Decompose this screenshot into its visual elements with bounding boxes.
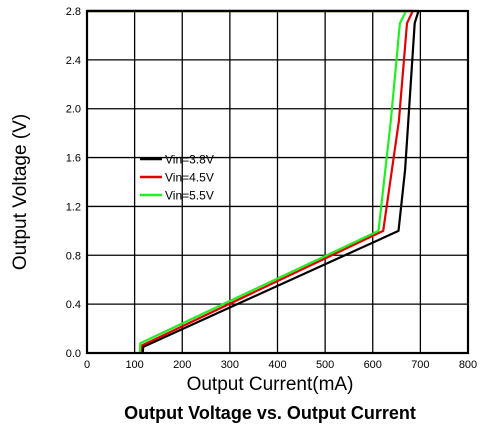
- grid: [86, 10, 469, 354]
- x-tick-label: 200: [173, 359, 191, 371]
- y-axis-label: Output Voltage (V): [10, 114, 31, 270]
- x-tick-label: 800: [459, 359, 477, 371]
- y-tick-label: 2.4: [66, 55, 81, 67]
- y-tick-label: 0.8: [66, 250, 81, 262]
- x-tick-label: 400: [268, 359, 286, 371]
- plot-frame: [85, 9, 470, 355]
- y-tick-label: 1.6: [66, 153, 81, 165]
- x-tick-label: 0: [84, 359, 90, 371]
- y-tick-labels: 0.0 0.4 0.8 1.2 1.6 2.0 2.4 2.8: [66, 6, 81, 360]
- legend-label: Vin=4.5V: [165, 171, 214, 185]
- x-tick-label: 600: [364, 359, 382, 371]
- y-tick-label: 1.2: [66, 201, 81, 213]
- x-tick-label: 300: [221, 359, 239, 371]
- series-line-2: [87, 9, 414, 354]
- x-axis-label: Output Current(mA): [187, 374, 354, 395]
- y-tick-label: 0.0: [66, 348, 81, 360]
- series-line-1: [87, 9, 420, 354]
- x-tick-label: 100: [125, 359, 143, 371]
- legend-label: Vin=5.5V: [165, 189, 214, 203]
- x-tick-labels: 0 100 200 300 400 500 600 700 800: [84, 359, 477, 371]
- y-tick-label: 2.0: [66, 104, 81, 116]
- legend: Vin=3.8V Vin=4.5V Vin=5.5V: [140, 153, 214, 203]
- x-tick-label: 700: [411, 359, 429, 371]
- y-tick-label: 0.4: [66, 299, 81, 311]
- y-tick-label: 2.8: [66, 6, 81, 18]
- x-tick-label: 500: [316, 359, 334, 371]
- series-layer: [87, 9, 420, 354]
- legend-label: Vin=3.8V: [165, 153, 214, 167]
- chart-title: Output Voltage vs. Output Current: [124, 403, 416, 423]
